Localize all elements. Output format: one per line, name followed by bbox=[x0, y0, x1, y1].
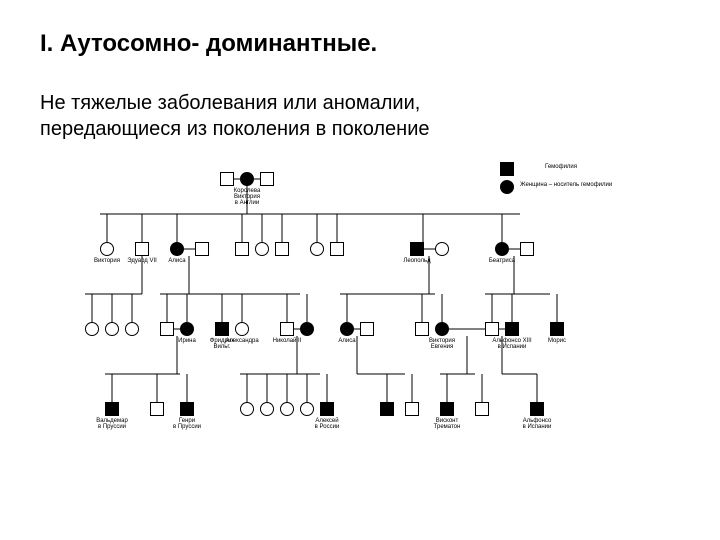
pedigree-node-g4j bbox=[405, 402, 419, 416]
page-title: I. Аутосомно- доминантные. bbox=[40, 30, 680, 58]
pedigree-node-g3l bbox=[415, 322, 429, 336]
pedigree-label-g3g: Александра bbox=[225, 338, 258, 344]
pedigree-node-g3b bbox=[105, 322, 119, 336]
pedigree-node-g4h bbox=[320, 402, 334, 416]
pedigree-label-g4m: Альфонсов Испании bbox=[523, 418, 552, 430]
pedigree-node-g3d bbox=[160, 322, 174, 336]
pedigree-label-g3h: Николай II bbox=[273, 338, 302, 344]
pedigree-node-legM bbox=[500, 162, 514, 176]
pedigree-node-g3g bbox=[235, 322, 249, 336]
pedigree-node-g1b bbox=[240, 172, 254, 186]
pedigree-node-g2l bbox=[495, 242, 509, 256]
pedigree-node-g4a bbox=[105, 402, 119, 416]
pedigree-node-g4i bbox=[380, 402, 394, 416]
pedigree-label-g4a: Вальдемарв Пруссии bbox=[96, 418, 128, 430]
pedigree-label-g1b: КоролеваВикторияв Англии bbox=[234, 188, 261, 206]
pedigree-node-g3e bbox=[180, 322, 194, 336]
pedigree-node-g4b bbox=[150, 402, 164, 416]
pedigree-node-g2e bbox=[235, 242, 249, 256]
pedigree-node-legF bbox=[500, 180, 514, 194]
legend-female-label: Женщина – носитель гемофилии bbox=[520, 182, 612, 188]
subtitle-line-2: передающиеся из поколения в поколение bbox=[40, 118, 430, 140]
pedigree-node-g3f bbox=[215, 322, 229, 336]
pedigree-node-g2i bbox=[330, 242, 344, 256]
pedigree-node-g2b bbox=[135, 242, 149, 256]
pedigree-node-g4e bbox=[260, 402, 274, 416]
pedigree-node-g1a bbox=[220, 172, 234, 186]
pedigree-node-g1c bbox=[260, 172, 274, 186]
pedigree-node-g2d bbox=[195, 242, 209, 256]
subtitle: Не тяжелые заболевания или аномалии, пер… bbox=[40, 90, 680, 142]
pedigree-node-g2h bbox=[310, 242, 324, 256]
pedigree-node-g3n bbox=[485, 322, 499, 336]
pedigree-label-g4k: ВисконтТрематон bbox=[434, 418, 461, 430]
pedigree-node-g4m bbox=[530, 402, 544, 416]
pedigree-label-g2b: Эдуард VII bbox=[127, 258, 157, 264]
pedigree-node-g4k bbox=[440, 402, 454, 416]
legend-male-label: Гемофилия bbox=[545, 164, 577, 170]
pedigree-node-g3p bbox=[550, 322, 564, 336]
pedigree-node-g2c bbox=[170, 242, 184, 256]
pedigree-chart: КоролеваВикторияв Англии Виктория Эдуард V… bbox=[40, 162, 680, 462]
pedigree-node-g3o bbox=[505, 322, 519, 336]
pedigree-node-g2k bbox=[435, 242, 449, 256]
pedigree-node-g3c bbox=[125, 322, 139, 336]
pedigree-node-g2g bbox=[275, 242, 289, 256]
pedigree-node-g2a bbox=[100, 242, 114, 256]
pedigree-node-g4c bbox=[180, 402, 194, 416]
pedigree-label-g3e: Ирина bbox=[178, 338, 196, 344]
pedigree-node-g4f bbox=[280, 402, 294, 416]
pedigree-label-g4c: Генрив Пруссии bbox=[173, 418, 201, 430]
pedigree-label-g2l: Беатриса bbox=[489, 258, 515, 264]
pedigree-node-g3i bbox=[300, 322, 314, 336]
pedigree-label-g3m: ВикторияЕвгения bbox=[429, 338, 455, 350]
pedigree-node-g2m bbox=[520, 242, 534, 256]
pedigree-label-g4h: Алексейв России bbox=[315, 418, 340, 430]
pedigree-node-g2j bbox=[410, 242, 424, 256]
pedigree-node-g3j bbox=[340, 322, 354, 336]
pedigree-label-g3j: Алиса bbox=[338, 338, 355, 344]
pedigree-label-g2c: Алиса bbox=[168, 258, 185, 264]
pedigree-node-g4d bbox=[240, 402, 254, 416]
pedigree-label-g2j: Леопольд bbox=[403, 258, 430, 264]
pedigree-node-g4g bbox=[300, 402, 314, 416]
pedigree-lines bbox=[40, 162, 680, 462]
pedigree-label-g3p: Морис bbox=[548, 338, 566, 344]
pedigree-node-g2f bbox=[255, 242, 269, 256]
pedigree-node-g3a bbox=[85, 322, 99, 336]
pedigree-node-g4l bbox=[475, 402, 489, 416]
pedigree-label-g3o: Альфонсо XIIIв Испании bbox=[492, 338, 531, 350]
subtitle-line-1: Не тяжелые заболевания или аномалии, bbox=[40, 92, 420, 114]
pedigree-label-g2a: Виктория bbox=[94, 258, 120, 264]
pedigree-node-g3h bbox=[280, 322, 294, 336]
pedigree-node-g3m bbox=[435, 322, 449, 336]
pedigree-node-g3k bbox=[360, 322, 374, 336]
